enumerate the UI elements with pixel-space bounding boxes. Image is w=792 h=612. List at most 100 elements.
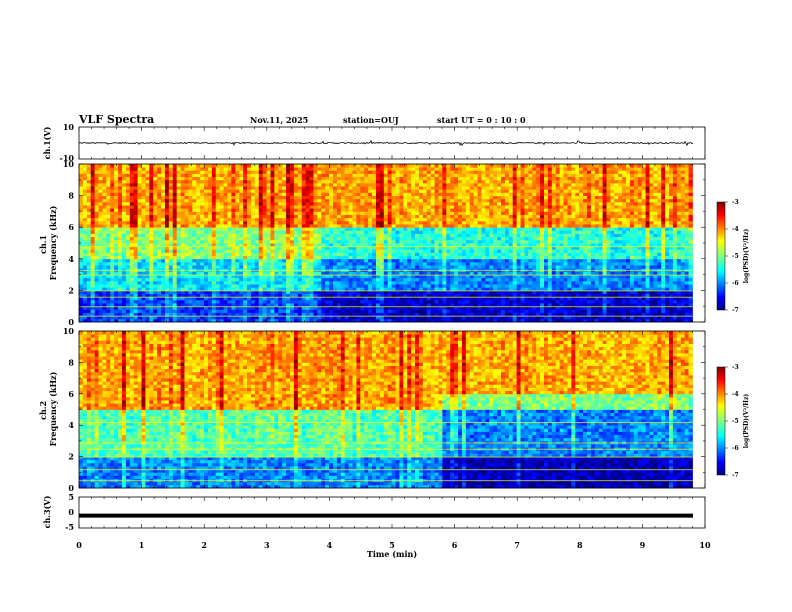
spectrogram-cell (395, 220, 400, 225)
spectrogram-cell (82, 255, 88, 260)
spectrogram-cell (125, 179, 131, 184)
spectrogram-cell (219, 287, 224, 291)
spectrogram-cell (356, 293, 361, 298)
spectrogram-cell (86, 227, 92, 231)
spectrogram-cell (94, 208, 99, 212)
spectrogram-cell (375, 176, 381, 181)
spectrogram-cell (243, 299, 248, 304)
spectrogram-cell (395, 189, 400, 193)
spectrogram-cell (157, 243, 162, 247)
spectrogram-cell (223, 290, 228, 294)
spectrogram-cell (164, 173, 170, 178)
spectrogram-cell (161, 261, 166, 266)
spectrogram-cell (418, 318, 424, 323)
spectrogram-cell (231, 167, 236, 171)
spectrogram-cell (301, 261, 307, 266)
spectrogram-cell (137, 164, 142, 168)
spectrogram-cell (262, 309, 267, 313)
spectrogram-cell (446, 299, 451, 304)
spectrogram-cell (239, 186, 244, 190)
spectrogram-cell (454, 176, 459, 181)
spectrogram-cell (133, 303, 139, 307)
spectrogram-cell (305, 182, 310, 187)
spectrogram-cell (434, 280, 439, 285)
spectrogram-cell (415, 227, 420, 231)
spectrogram-cell (164, 227, 170, 231)
spectrogram-cell (450, 211, 455, 215)
spectrogram-cell (274, 284, 279, 288)
spectrogram-cell (153, 236, 158, 241)
spectrogram-cell (329, 167, 334, 171)
spectrogram-cell (379, 176, 385, 181)
spectrogram-cell (356, 284, 361, 288)
spectrogram-cell (356, 195, 361, 200)
spectrogram-cell (297, 192, 303, 196)
spectrogram-cell (219, 249, 224, 253)
spectrogram-cell (86, 205, 92, 209)
spectrogram-cell (254, 208, 260, 212)
spectrogram-cell (450, 290, 455, 294)
spectrogram-cell (454, 271, 459, 275)
spectrogram-cell (387, 274, 392, 279)
spectrogram-cell (204, 239, 209, 244)
spectrogram-cell (442, 201, 447, 206)
spectrogram-cell (442, 252, 447, 257)
spectrogram-cell (157, 265, 162, 269)
spectrogram-cell (258, 299, 264, 304)
spectrogram-cell (305, 227, 310, 231)
spectrogram-cell (223, 265, 228, 269)
spectrogram-cell (321, 236, 326, 241)
spectrogram-cell (133, 318, 139, 323)
spectrogram-cell (450, 261, 455, 266)
spectrogram-cell (239, 201, 244, 206)
spectrogram-cell (391, 309, 396, 313)
spectrogram-cell (86, 315, 92, 320)
spectrogram-cell (157, 230, 162, 234)
spectrogram-cell (106, 227, 111, 231)
spectrogram-cell (98, 205, 103, 209)
spectrogram-cell (200, 164, 205, 168)
spectrogram-cell (141, 176, 146, 181)
spectrogram-cell (403, 303, 408, 307)
spectrogram-cell (360, 287, 365, 291)
spectrogram-cell (356, 201, 361, 206)
spectrogram-cell (348, 261, 353, 266)
spectrogram-cell (282, 208, 287, 212)
spectrogram-cell (336, 265, 342, 269)
spectrogram-cell (227, 265, 232, 269)
spectrogram-cell (305, 258, 310, 263)
spectrogram-cell (270, 274, 275, 279)
spectrogram-cell (106, 271, 111, 275)
spectrogram-cell (161, 239, 166, 244)
spectrogram-cell (336, 214, 342, 219)
spectrogram-cell (434, 293, 439, 298)
spectrogram-cell (164, 252, 170, 257)
spectrogram-cell (325, 293, 330, 298)
spectrogram-cell (317, 179, 322, 184)
spectrogram-cell (79, 214, 84, 219)
spectrogram-cell (297, 299, 303, 304)
spectrogram-cell (270, 255, 275, 260)
spectrogram-cell (79, 173, 84, 178)
spectrogram-cell (332, 274, 338, 279)
spectrogram-cell (454, 303, 459, 307)
spectrogram-cell (407, 220, 412, 225)
spectrogram-cell (133, 205, 139, 209)
spectrogram-cell (434, 176, 439, 181)
spectrogram-cell (313, 299, 318, 304)
spectrogram-cell (356, 176, 361, 181)
spectrogram-cell (297, 227, 303, 231)
spectrogram-cell (247, 261, 252, 266)
spectrogram-cell (110, 214, 115, 219)
spectrogram-cell (348, 258, 353, 263)
spectrogram-cell (309, 287, 314, 291)
spectrogram-cell (325, 182, 330, 187)
spectrogram-cell (372, 274, 377, 279)
spectrogram-cell (450, 224, 455, 228)
spectrogram-cell (422, 167, 428, 171)
spectrogram-cell (454, 318, 459, 323)
spectrogram-cell (415, 258, 420, 263)
spectrogram-cell (297, 280, 303, 285)
spectrogram-cell (274, 265, 279, 269)
spectrogram-cell (352, 255, 357, 260)
